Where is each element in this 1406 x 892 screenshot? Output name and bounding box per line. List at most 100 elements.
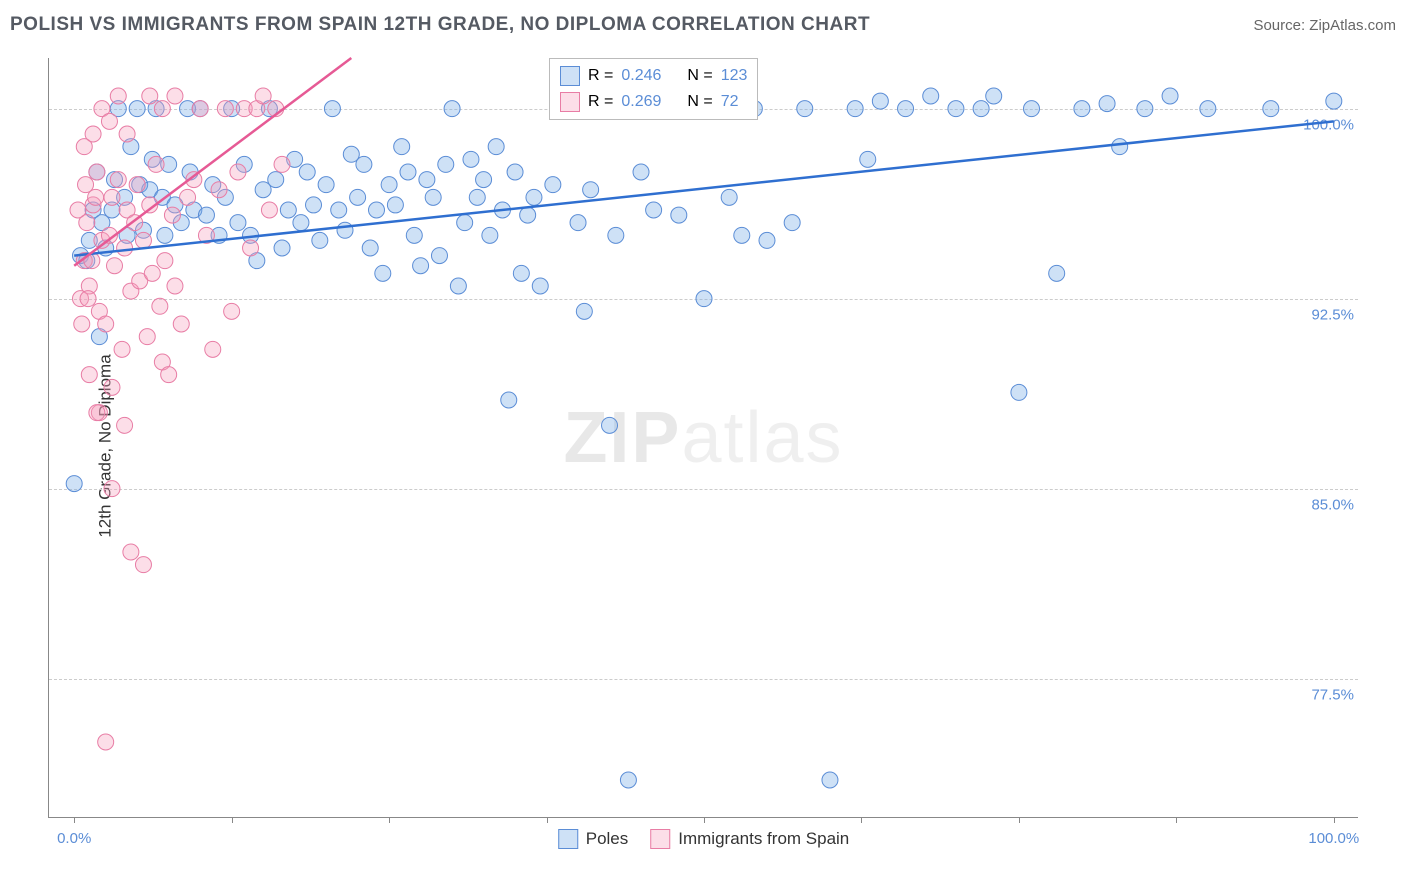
data-point [570, 215, 586, 231]
x-tick [1019, 817, 1020, 823]
data-point [148, 156, 164, 172]
data-point [337, 222, 353, 238]
data-point [721, 189, 737, 205]
data-point [507, 164, 523, 180]
x-tick [389, 817, 390, 823]
legend-r-label: R = [588, 67, 613, 85]
data-point [419, 172, 435, 188]
data-point [476, 172, 492, 188]
data-point [114, 341, 130, 357]
x-tick-label: 100.0% [1308, 830, 1359, 847]
data-point [107, 258, 123, 274]
x-tick [547, 817, 548, 823]
legend-n-value: 72 [721, 93, 739, 111]
data-point [81, 367, 97, 383]
data-point [167, 88, 183, 104]
data-point [129, 101, 145, 117]
data-point [104, 379, 120, 395]
x-tick [1176, 817, 1177, 823]
data-point [293, 215, 309, 231]
data-point [164, 207, 180, 223]
data-point [198, 207, 214, 223]
data-point [501, 392, 517, 408]
data-point [381, 177, 397, 193]
data-point [98, 734, 114, 750]
data-point [356, 156, 372, 172]
data-point [85, 126, 101, 142]
data-point [66, 476, 82, 492]
data-point [152, 298, 168, 314]
data-point [157, 227, 173, 243]
legend-row: R =0.246N =123 [560, 63, 747, 89]
data-point [923, 88, 939, 104]
data-point [306, 197, 322, 213]
data-point [469, 189, 485, 205]
data-point [224, 303, 240, 319]
data-point [457, 215, 473, 231]
data-point [526, 189, 542, 205]
data-point [268, 172, 284, 188]
data-point [104, 189, 120, 205]
data-point [406, 227, 422, 243]
data-point [520, 207, 536, 223]
data-point [696, 291, 712, 307]
data-point [847, 101, 863, 117]
data-point [1326, 93, 1342, 109]
x-tick [232, 817, 233, 823]
data-point [362, 240, 378, 256]
data-point [431, 248, 447, 264]
data-point [973, 101, 989, 117]
legend-n-label: N = [687, 67, 712, 85]
data-point [129, 177, 145, 193]
data-point [898, 101, 914, 117]
data-point [135, 232, 151, 248]
legend-n-label: N = [687, 93, 712, 111]
data-point [513, 265, 529, 281]
chart-area: ZIPatlas 77.5%85.0%92.5%100.0% 0.0%100.0… [48, 58, 1358, 818]
data-point [110, 172, 126, 188]
data-point [646, 202, 662, 218]
chart-header: POLISH VS IMMIGRANTS FROM SPAIN 12TH GRA… [10, 14, 1396, 36]
data-point [986, 88, 1002, 104]
data-point [450, 278, 466, 294]
data-point [438, 156, 454, 172]
data-point [1024, 101, 1040, 117]
data-point [1049, 265, 1065, 281]
data-point [734, 227, 750, 243]
data-point [142, 88, 158, 104]
data-point [117, 417, 133, 433]
data-point [139, 329, 155, 345]
data-point [192, 101, 208, 117]
data-point [88, 189, 104, 205]
data-point [89, 164, 105, 180]
data-point [98, 316, 114, 332]
source-attribution: Source: ZipAtlas.com [1253, 17, 1396, 34]
legend-row: R =0.269N =72 [560, 89, 747, 115]
data-point [400, 164, 416, 180]
data-point [230, 215, 246, 231]
data-point [444, 101, 460, 117]
data-point [80, 291, 96, 307]
data-point [173, 316, 189, 332]
data-point [104, 481, 120, 497]
data-point [135, 557, 151, 573]
data-point [1137, 101, 1153, 117]
legend-swatch [560, 66, 580, 86]
data-point [1074, 101, 1090, 117]
x-tick [861, 817, 862, 823]
scatter-plot [49, 58, 1358, 817]
data-point [482, 227, 498, 243]
data-point [576, 303, 592, 319]
data-point [1011, 384, 1027, 400]
data-point [119, 126, 135, 142]
data-point [230, 164, 246, 180]
data-point [602, 417, 618, 433]
data-point [1112, 139, 1128, 155]
legend-swatch [560, 92, 580, 112]
data-point [532, 278, 548, 294]
legend-swatch [558, 829, 578, 849]
data-point [633, 164, 649, 180]
legend-swatch [650, 829, 670, 849]
legend-label: Poles [586, 829, 629, 849]
data-point [608, 227, 624, 243]
